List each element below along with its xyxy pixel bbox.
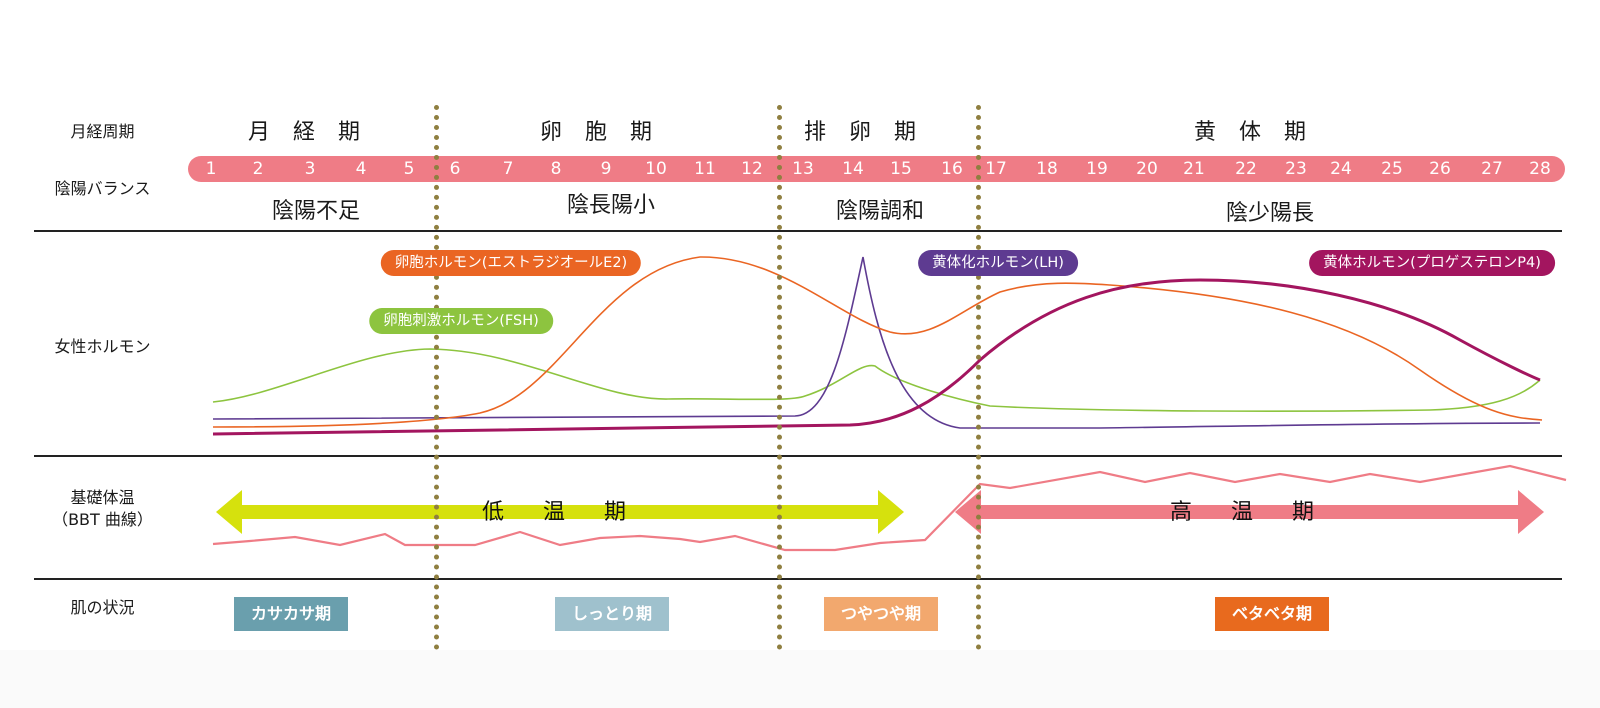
cycle-day-23: 23: [1285, 159, 1307, 179]
cycle-day-25: 25: [1381, 159, 1403, 179]
cycle-day-26: 26: [1429, 159, 1451, 179]
cycle-day-band: [188, 156, 1565, 182]
cycle-day-9: 9: [600, 159, 612, 179]
low-temp-arrow: [216, 490, 904, 534]
cycle-day-6: 6: [449, 159, 461, 179]
cycle-day-24: 24: [1330, 159, 1352, 179]
cycle-day-14: 14: [842, 159, 864, 179]
label-bbt-line1: 基礎体温: [70, 488, 135, 507]
cycle-day-18: 18: [1036, 159, 1058, 179]
cycle-day-16: 16: [941, 159, 963, 179]
cycle-day-21: 21: [1183, 159, 1205, 179]
skin-moist: しっとり期: [555, 597, 669, 631]
balance-yang-growing: 陰少陽長: [1225, 201, 1315, 226]
cycle-day-11: 11: [694, 159, 716, 179]
lh-curve: [212, 256, 1541, 429]
cycle-day-4: 4: [355, 159, 367, 179]
skin-glossy: つやつや期: [824, 597, 938, 631]
cycle-day-19: 19: [1086, 159, 1108, 179]
phase-luteal: 黄 体 期: [1194, 120, 1314, 145]
tag-p4: 黄体ホルモン(プロゲステロンP4): [1309, 250, 1555, 276]
low-temp-label: 低 温 期: [482, 500, 642, 525]
cycle-day-20: 20: [1136, 159, 1158, 179]
divider-day16-17: [976, 105, 981, 650]
label-bbt: 基礎体温 （BBT 曲線）: [40, 487, 165, 531]
label-skin-condition: 肌の状況: [70, 598, 135, 617]
cycle-day-10: 10: [645, 159, 667, 179]
divider-day5-6: [434, 105, 439, 650]
separator-top: [34, 230, 1562, 232]
phase-follicular: 卵 胞 期: [540, 120, 660, 145]
e2-curve: [212, 256, 1543, 428]
cycle-day-2: 2: [252, 159, 264, 179]
cycle-day-15: 15: [890, 159, 912, 179]
label-female-hormones: 女性ホルモン: [54, 337, 151, 356]
label-bbt-line2: （BBT 曲線）: [52, 510, 153, 529]
cycle-day-22: 22: [1235, 159, 1257, 179]
cycle-day-28: 28: [1529, 159, 1551, 179]
p4-curve: [212, 278, 1541, 436]
cycle-day-7: 7: [502, 159, 514, 179]
label-yin-yang-balance: 陰陽バランス: [54, 179, 151, 198]
cycle-day-27: 27: [1481, 159, 1503, 179]
bbt-curve: [212, 464, 1567, 552]
divider-day12-13: [777, 105, 782, 650]
fsh-curve: [212, 348, 1541, 412]
balance-harmony: 陰陽調和: [835, 199, 925, 224]
skin-oily: ベタベタ期: [1215, 597, 1329, 631]
phase-ovulation: 排 卵 期: [804, 120, 924, 145]
high-temp-label: 高 温 期: [1170, 500, 1330, 525]
label-menstrual-cycle: 月経周期: [70, 122, 135, 141]
balance-yin-growing: 陰長陽小: [566, 193, 656, 218]
cycle-day-8: 8: [550, 159, 562, 179]
tag-lh: 黄体化ホルモン(LH): [918, 250, 1078, 276]
tag-e2: 卵胞ホルモン(エストラジオールE2): [380, 250, 642, 276]
phase-menstrual: 月 経 期: [248, 120, 368, 145]
bottom-band: [0, 650, 1600, 708]
separator-bottom: [34, 578, 1562, 580]
cycle-day-17: 17: [985, 159, 1007, 179]
balance-deficient: 陰陽不足: [271, 199, 361, 224]
high-temp-arrow: [955, 490, 1544, 534]
cycle-day-1: 1: [205, 159, 217, 179]
cycle-day-13: 13: [792, 159, 814, 179]
separator-middle: [34, 455, 1562, 457]
skin-dry: カサカサ期: [234, 597, 348, 631]
cycle-day-12: 12: [741, 159, 763, 179]
cycle-day-5: 5: [403, 159, 415, 179]
tag-fsh: 卵胞刺激ホルモン(FSH): [369, 308, 553, 334]
cycle-day-3: 3: [304, 159, 316, 179]
